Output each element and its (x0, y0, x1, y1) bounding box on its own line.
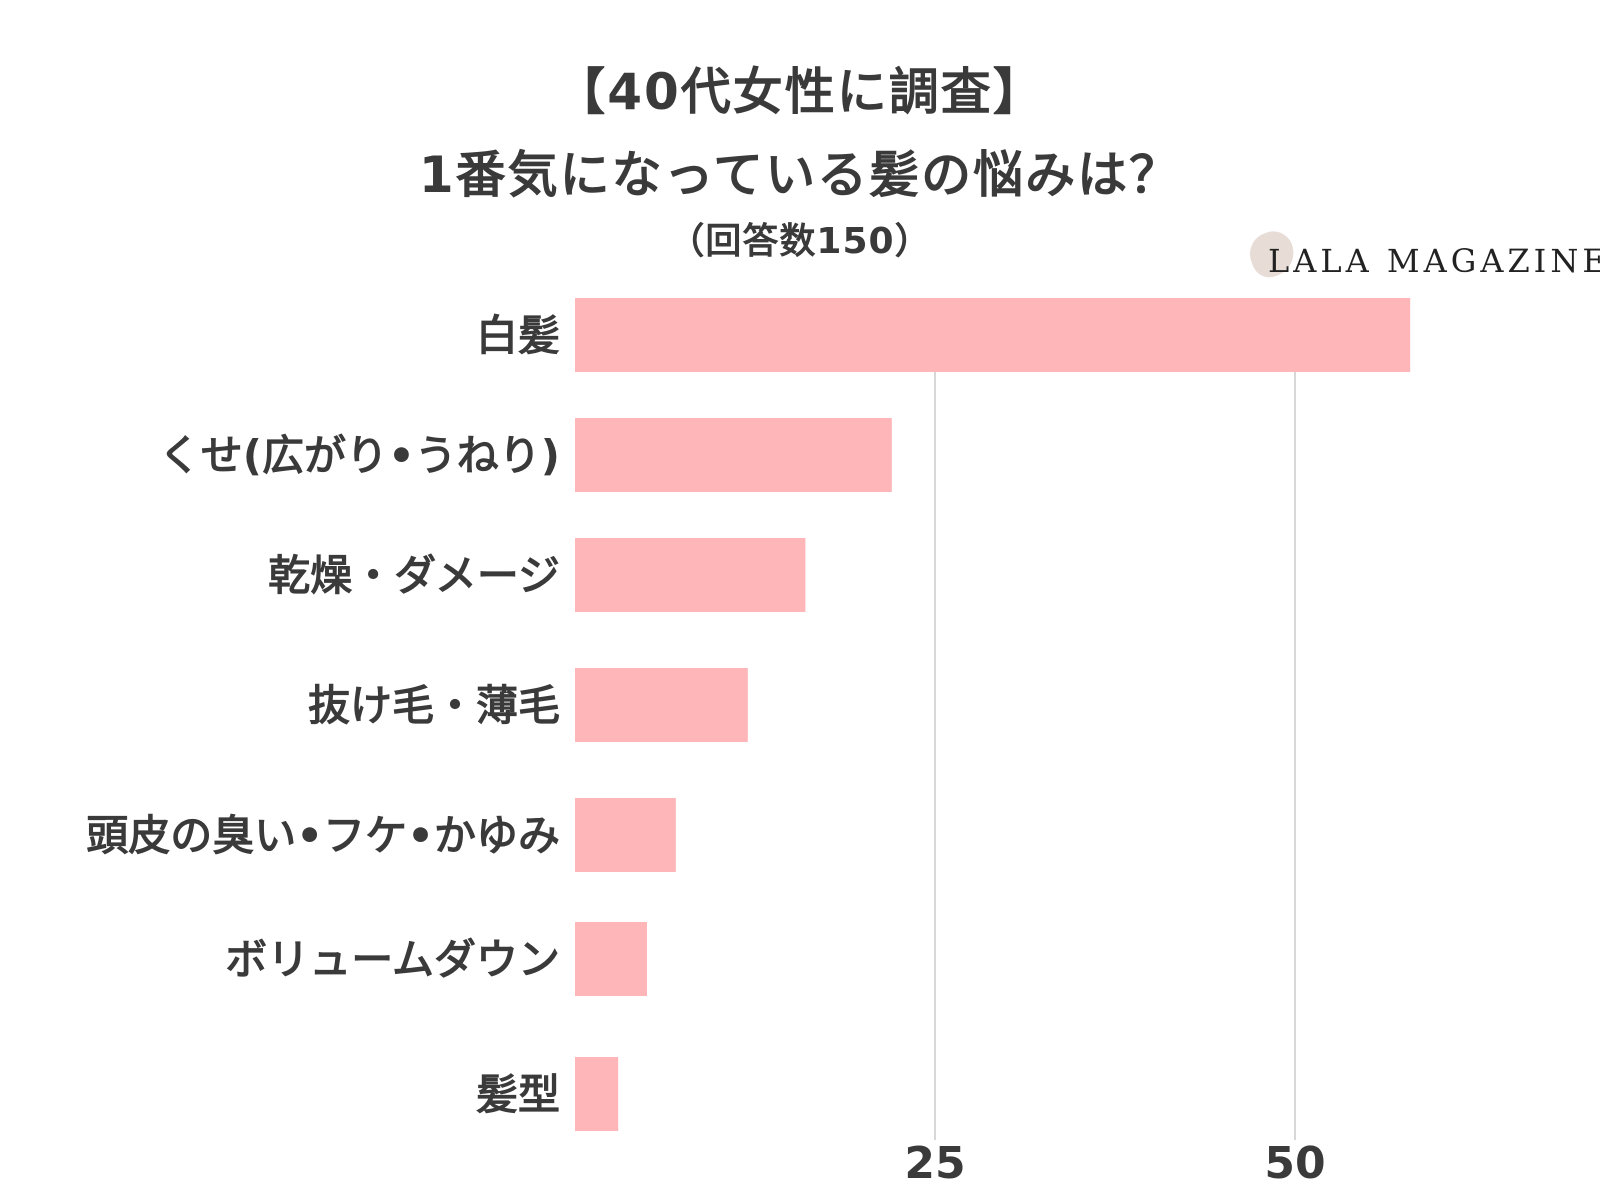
chart-subtitle: （回答数150） (668, 221, 932, 262)
bar (575, 668, 748, 742)
category-label: くせ(広がり•うねり) (159, 431, 560, 480)
chart-title-line-1: 【40代女性に調査】 (555, 63, 1045, 121)
bar-layer (575, 298, 1411, 1131)
category-label: 頭皮の臭い•フケ•かゆみ (86, 811, 560, 860)
lala-magazine-logo: LALA MAGAZINE (1243, 225, 1600, 288)
category-label: 白髪 (476, 311, 560, 360)
bar (575, 798, 676, 872)
x-tick-label: 50 (1264, 1138, 1325, 1189)
category-label: 乾燥・ダメージ (268, 551, 560, 600)
logo-text: LALA MAGAZINE (1268, 242, 1600, 280)
bar (575, 1057, 619, 1131)
bar (575, 922, 647, 996)
category-label: 抜け毛・薄毛 (308, 681, 560, 730)
category-label: ボリュームダウン (225, 935, 560, 984)
bar (575, 418, 892, 492)
tick-label-layer: 25 50 (904, 1138, 1325, 1189)
bar (575, 538, 806, 612)
chart-title-line-2: 1番気になっている髪の悩みは？ (418, 146, 1182, 204)
grid-layer (934, 370, 1296, 1140)
bar (575, 298, 1411, 372)
category-label: 髪型 (476, 1070, 560, 1119)
x-tick-label: 25 (904, 1138, 965, 1189)
